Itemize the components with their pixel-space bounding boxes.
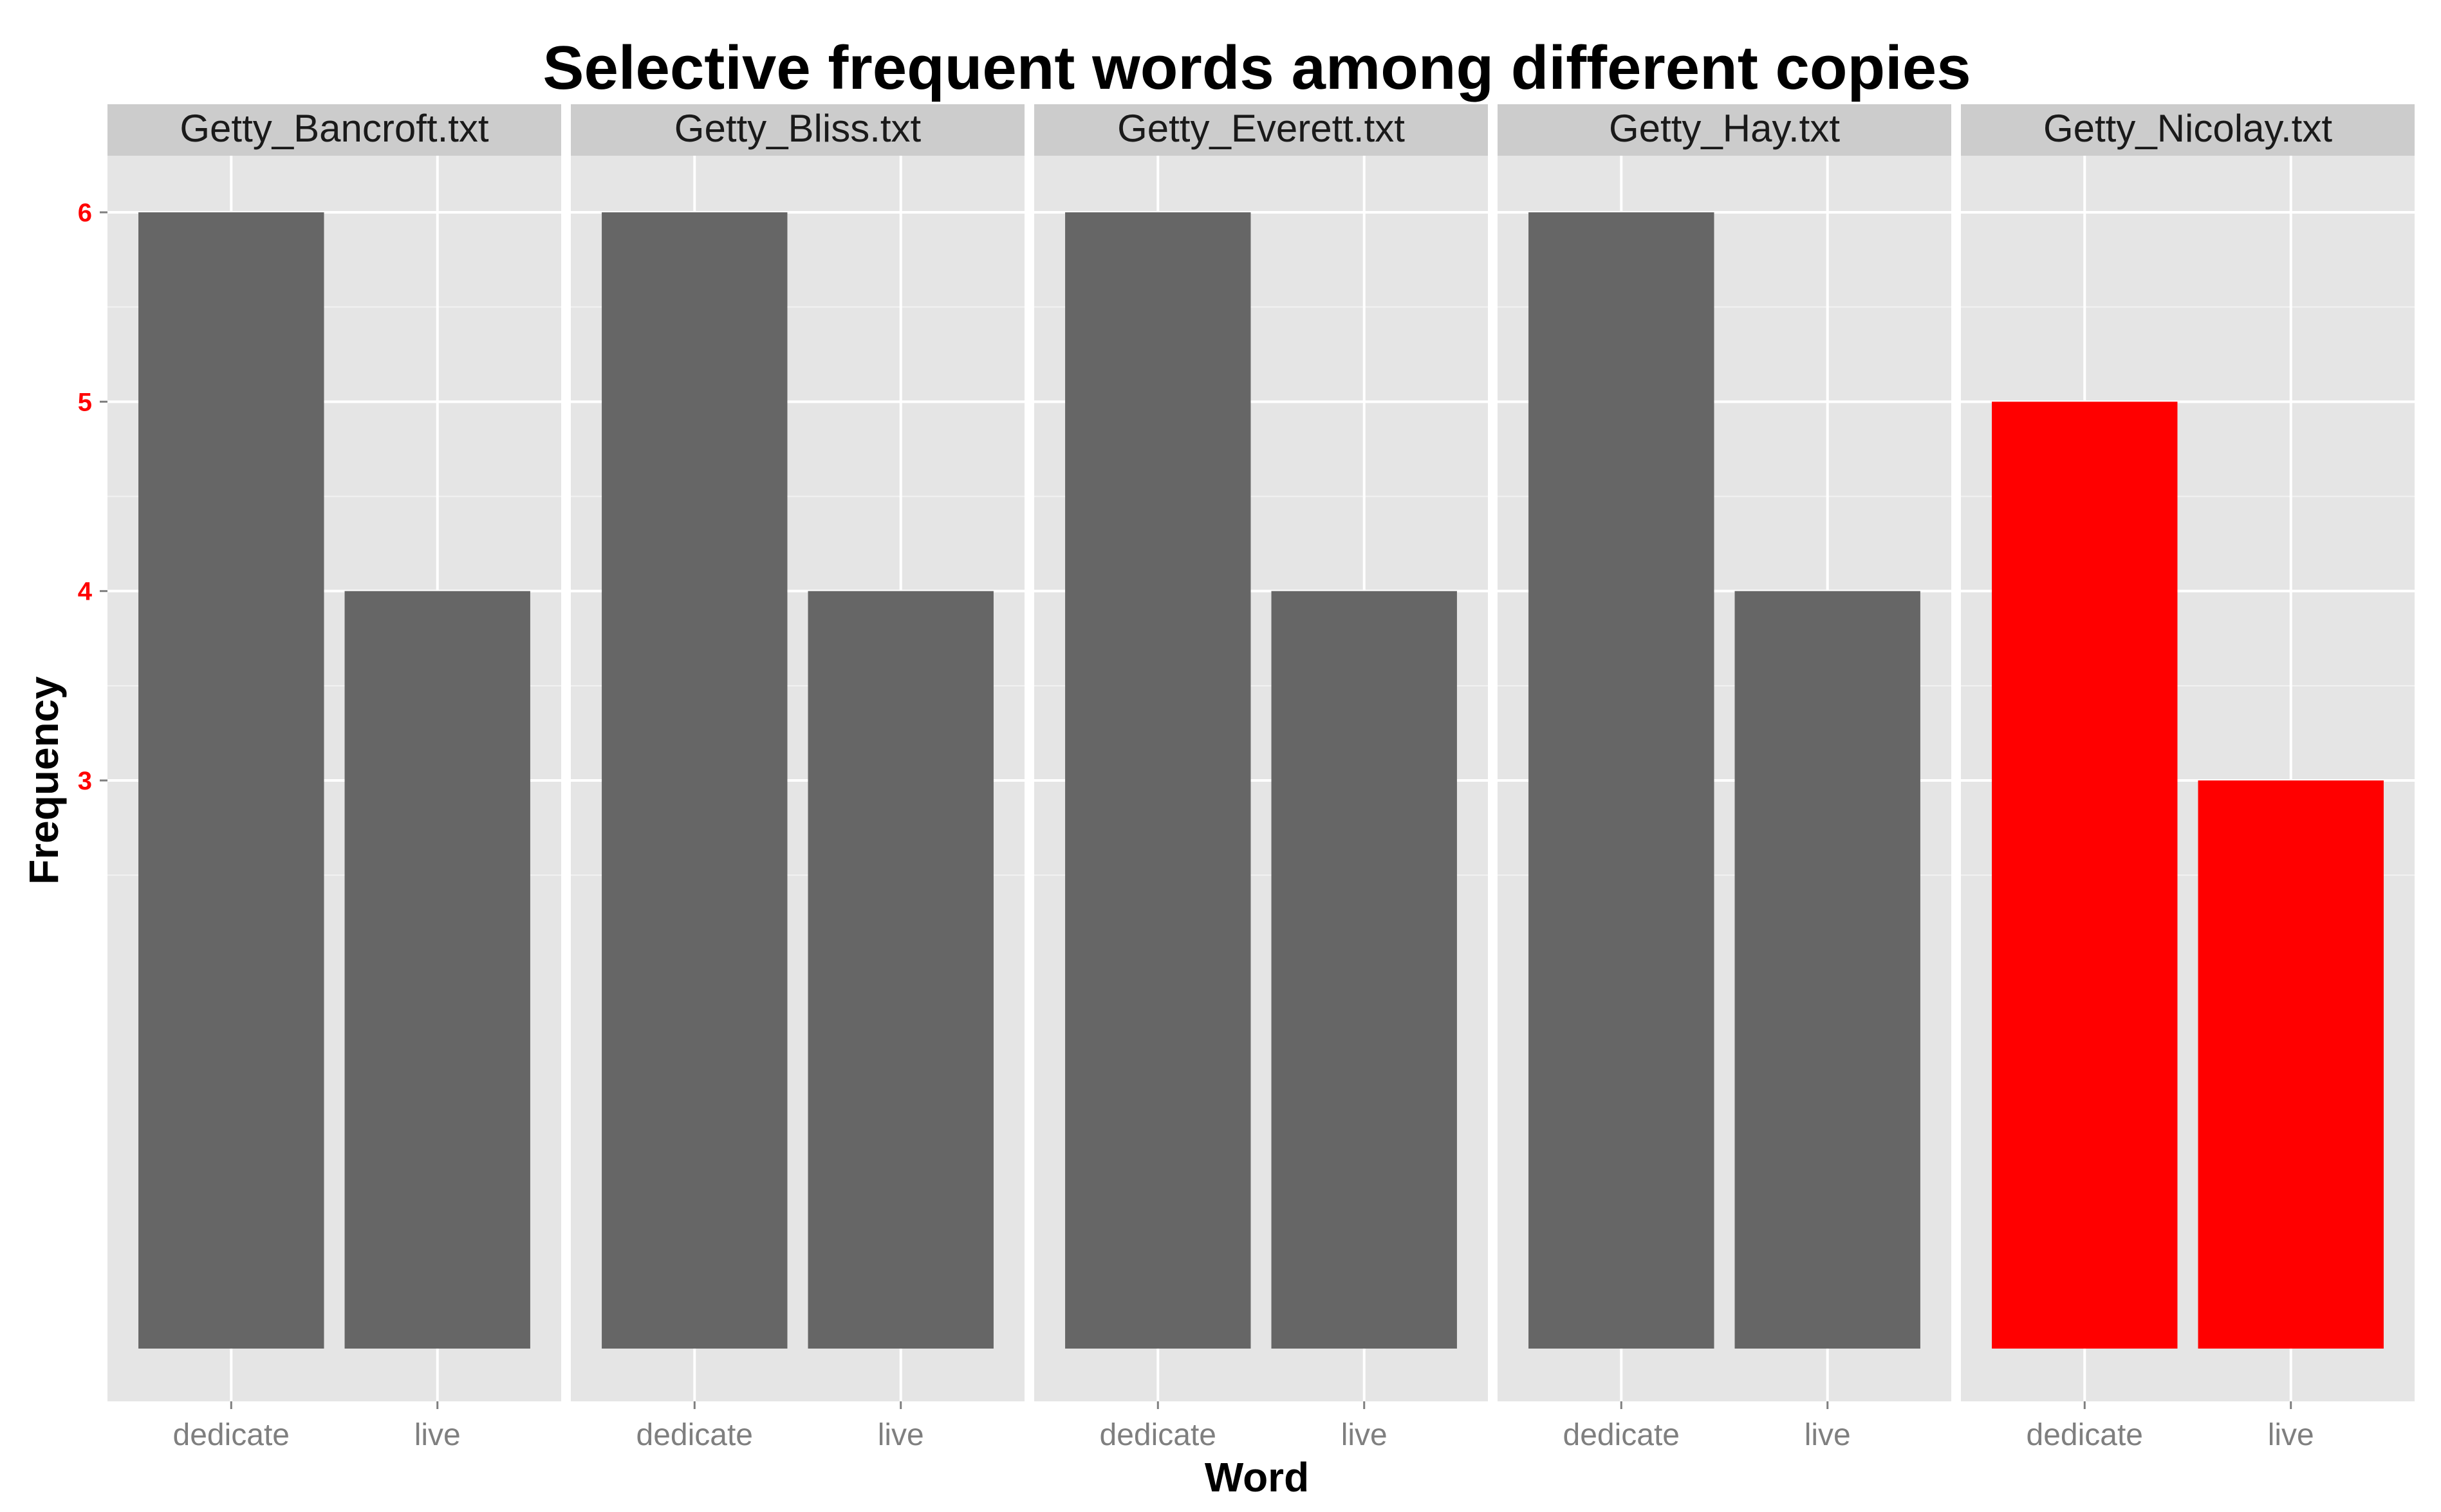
x-tick-label: live xyxy=(2268,1418,2314,1452)
x-tick-label: live xyxy=(1341,1418,1388,1452)
facet-panel: Getty_Hay.txt xyxy=(1498,104,1951,1401)
bar-live xyxy=(1271,591,1457,1349)
bar-live xyxy=(1734,591,1920,1349)
facet-strip xyxy=(571,104,1025,156)
facet-strip-label: Getty_Bancroft.txt xyxy=(180,107,489,150)
x-tick-label: dedicate xyxy=(2027,1418,2143,1452)
bar-dedicate xyxy=(1065,212,1251,1349)
facet-panel: Getty_Bancroft.txt xyxy=(107,104,561,1401)
bar-dedicate xyxy=(602,212,788,1349)
bar-live xyxy=(344,591,530,1349)
chart-title: Selective frequent words among different… xyxy=(543,33,1971,102)
x-tick-label: dedicate xyxy=(1100,1418,1216,1452)
facet-strip xyxy=(1034,104,1488,156)
x-axis-title: Word xyxy=(1205,1454,1309,1500)
bar-dedicate xyxy=(1528,212,1714,1349)
x-tick-label: live xyxy=(1805,1418,1851,1452)
x-tick-label: dedicate xyxy=(173,1418,290,1452)
x-axis: dedicate live dedicate live dedicate live dedi… xyxy=(173,1401,2314,1452)
x-tick-label: live xyxy=(414,1418,461,1452)
facet-panels: Getty_Bancroft.txt Getty_Bliss.txt Getty_E… xyxy=(107,104,2415,1401)
facet-panel: Getty_Bliss.txt xyxy=(571,104,1025,1401)
facet-strip-label: Getty_Everett.txt xyxy=(1117,107,1405,150)
facet-strip xyxy=(1498,104,1951,156)
bar-dedicate xyxy=(138,212,324,1349)
facet-strip xyxy=(1961,104,2415,156)
y-tick-label: 6 xyxy=(78,199,92,227)
bar-live xyxy=(808,591,994,1349)
bar-live xyxy=(2198,780,2384,1349)
facet-strip-label: Getty_Bliss.txt xyxy=(674,107,922,150)
bar-dedicate xyxy=(1992,401,2178,1349)
y-axis: 3 4 5 6 xyxy=(78,199,107,795)
facet-panel: Getty_Nicolay.txt xyxy=(1961,104,2415,1401)
facet-strip-label: Getty_Nicolay.txt xyxy=(2043,107,2332,150)
x-tick-label: live xyxy=(878,1418,924,1452)
y-axis-title: Frequency xyxy=(21,676,67,885)
y-tick-label: 3 xyxy=(78,767,92,795)
y-tick-label: 4 xyxy=(78,578,93,606)
x-tick-label: dedicate xyxy=(1563,1418,1680,1452)
facet-strip xyxy=(107,104,561,156)
y-tick-label: 5 xyxy=(78,388,92,416)
x-tick-label: dedicate xyxy=(636,1418,753,1452)
facet-panel: Getty_Everett.txt xyxy=(1034,104,1488,1401)
facet-strip-label: Getty_Hay.txt xyxy=(1609,107,1840,150)
